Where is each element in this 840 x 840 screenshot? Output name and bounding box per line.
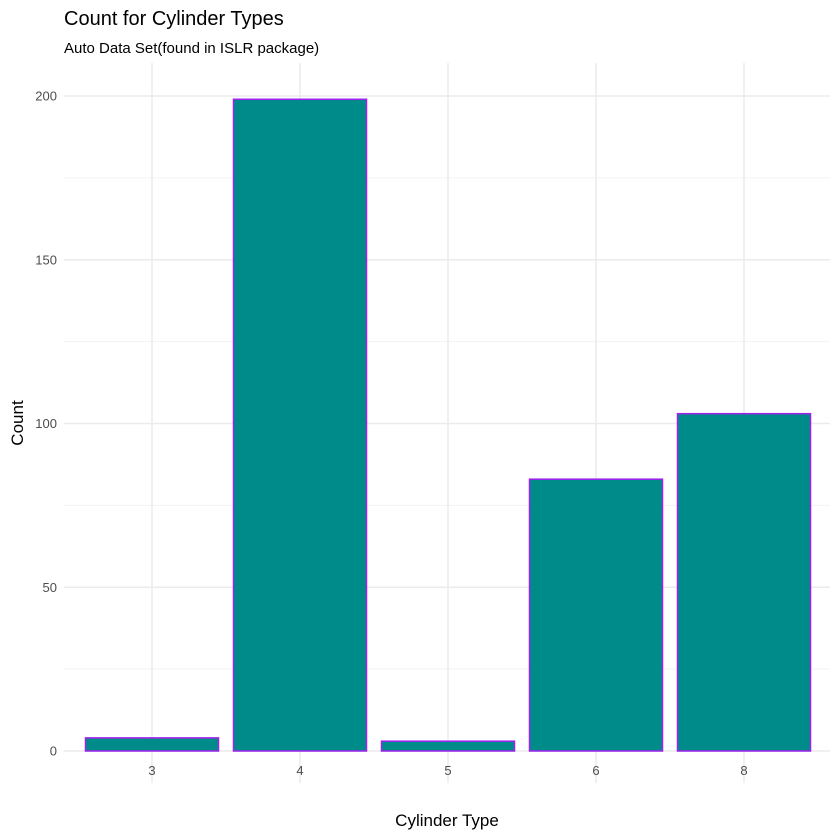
x-tick-label: 6 (592, 763, 599, 778)
y-axis-ticks: 0 50 100 150 200 (35, 89, 57, 759)
x-axis-ticks: 3 4 5 6 8 (148, 763, 747, 778)
y-tick-label: 100 (35, 416, 57, 431)
y-axis-title: Count (8, 400, 27, 446)
x-axis-title: Cylinder Type (395, 811, 499, 830)
bar-4 (232, 98, 368, 752)
bar-3 (84, 737, 220, 752)
bar-6 (528, 478, 664, 752)
y-tick-label: 150 (35, 252, 57, 267)
x-tick-label: 3 (148, 763, 155, 778)
y-tick-label: 50 (43, 580, 57, 595)
chart-title: Count for Cylinder Types (64, 8, 284, 30)
bars (84, 98, 812, 752)
x-tick-label: 8 (740, 763, 747, 778)
y-tick-label: 0 (50, 744, 57, 759)
x-tick-label: 5 (444, 763, 451, 778)
x-tick-label: 4 (296, 763, 303, 778)
chart-subtitle: Auto Data Set(found in ISLR package) (64, 40, 319, 57)
bar-8 (676, 412, 812, 752)
y-tick-label: 200 (35, 89, 57, 104)
bar-5 (380, 740, 516, 752)
